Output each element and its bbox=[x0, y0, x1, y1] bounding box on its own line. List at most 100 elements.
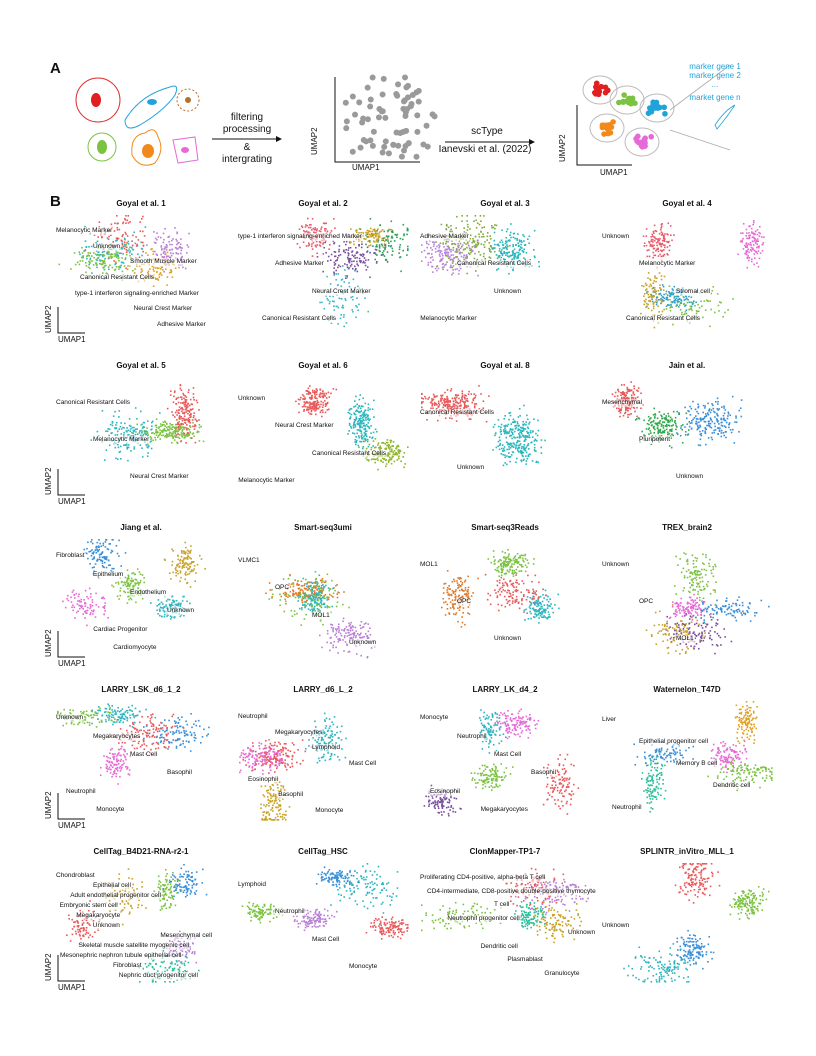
cell-point bbox=[93, 234, 96, 236]
cell-point bbox=[444, 404, 447, 406]
cell-point bbox=[659, 284, 661, 286]
cell-point bbox=[390, 231, 393, 233]
cell-point bbox=[515, 442, 518, 444]
cell-point bbox=[501, 241, 504, 244]
cell-point bbox=[446, 251, 448, 254]
cell-point bbox=[179, 417, 181, 420]
cell-point bbox=[156, 430, 158, 433]
cell-point bbox=[89, 261, 91, 263]
cell-point bbox=[517, 429, 519, 432]
cell-point bbox=[363, 414, 365, 417]
cell-point bbox=[96, 254, 98, 256]
cell-point bbox=[335, 269, 337, 272]
cell-point bbox=[164, 251, 166, 253]
cell-point bbox=[443, 402, 446, 404]
cell-point bbox=[108, 564, 110, 567]
cell-point bbox=[394, 453, 396, 456]
cell-point bbox=[652, 303, 655, 305]
cell-point bbox=[397, 450, 399, 452]
cell-point bbox=[442, 268, 444, 271]
cell-point bbox=[308, 242, 310, 244]
cell-point bbox=[517, 251, 520, 254]
cell-point bbox=[334, 263, 337, 265]
cell-point bbox=[528, 434, 530, 436]
cell-point bbox=[668, 249, 671, 252]
cell-point bbox=[318, 230, 321, 232]
cell-point bbox=[176, 570, 179, 572]
cell-point bbox=[668, 304, 670, 306]
cell-point bbox=[158, 267, 160, 270]
cell-point bbox=[319, 388, 321, 390]
cell-point bbox=[524, 258, 526, 261]
cell-point bbox=[123, 243, 126, 246]
cell-point bbox=[95, 258, 97, 261]
cell-point bbox=[495, 254, 498, 256]
cell-point bbox=[155, 267, 157, 269]
cell-point bbox=[505, 230, 508, 233]
cell-point bbox=[105, 264, 107, 267]
cell-point bbox=[176, 397, 178, 400]
cell-point bbox=[164, 246, 166, 248]
cell-point bbox=[370, 425, 372, 427]
cell-point bbox=[689, 405, 691, 408]
cell-point bbox=[184, 405, 186, 408]
cell-point bbox=[340, 285, 343, 288]
cell-green bbox=[87, 132, 117, 162]
cell-point bbox=[354, 257, 356, 259]
cell-point bbox=[172, 401, 175, 403]
cell-point bbox=[367, 445, 370, 448]
cell-point bbox=[129, 584, 131, 586]
cell-point bbox=[456, 248, 458, 251]
cell-point bbox=[127, 575, 130, 578]
cell-point bbox=[502, 453, 504, 456]
cell-point bbox=[708, 408, 711, 410]
cell-point bbox=[511, 421, 514, 423]
cell-point bbox=[160, 253, 162, 256]
cell-point bbox=[187, 391, 190, 394]
gray-cell-dot bbox=[379, 149, 386, 156]
cell-point bbox=[101, 552, 103, 554]
cell-point bbox=[684, 431, 687, 433]
cell-point bbox=[304, 402, 307, 405]
cell-point bbox=[126, 569, 129, 571]
cell-point bbox=[77, 600, 79, 602]
cell-point bbox=[180, 576, 182, 579]
cell-point bbox=[652, 419, 655, 422]
cell-point bbox=[645, 235, 648, 237]
gray-cell-dot bbox=[343, 118, 350, 125]
cell-point bbox=[175, 423, 177, 426]
cell-point bbox=[186, 244, 189, 246]
cell-point bbox=[466, 257, 468, 259]
cell-point bbox=[315, 409, 317, 411]
cluster-label: Canonical Resistant Cells bbox=[261, 315, 338, 324]
cell-point bbox=[379, 445, 382, 448]
cell-point bbox=[180, 440, 183, 442]
cell-point bbox=[649, 283, 652, 286]
cell-point bbox=[323, 394, 325, 396]
cell-point bbox=[189, 422, 191, 424]
cell-point bbox=[177, 604, 180, 607]
cell-point bbox=[192, 396, 195, 399]
cell-point bbox=[711, 432, 714, 434]
cell-point bbox=[466, 241, 469, 244]
cell-point bbox=[306, 224, 309, 227]
cell-point bbox=[351, 309, 353, 311]
cell-point bbox=[163, 613, 166, 616]
cell-point bbox=[323, 246, 325, 249]
cell-point bbox=[118, 416, 120, 418]
cell-point bbox=[441, 253, 443, 255]
cell-point bbox=[340, 298, 343, 300]
cell-point bbox=[652, 247, 655, 250]
cell-point bbox=[373, 228, 376, 230]
cell-point bbox=[648, 242, 651, 244]
cell-point bbox=[342, 250, 345, 253]
cell-point bbox=[304, 397, 306, 399]
cell-point bbox=[386, 230, 389, 233]
cell-point bbox=[393, 450, 396, 452]
cell-point bbox=[107, 617, 109, 619]
cell-point bbox=[132, 269, 134, 272]
cell-point bbox=[364, 429, 367, 431]
cell-point bbox=[422, 401, 424, 403]
cell-point bbox=[338, 627, 340, 630]
cell-point bbox=[748, 225, 750, 228]
